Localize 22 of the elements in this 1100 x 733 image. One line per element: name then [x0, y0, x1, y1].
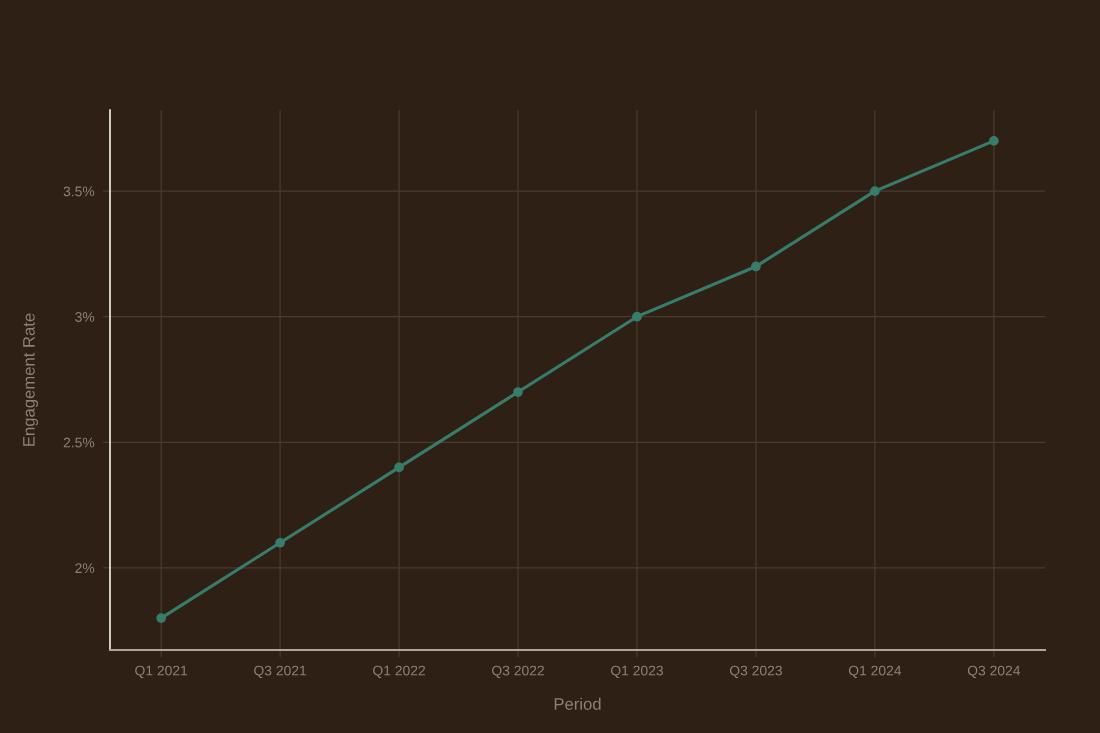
- x-tick-label: Q3 2023: [729, 665, 782, 678]
- point: [394, 462, 404, 473]
- point: [275, 537, 285, 548]
- point: [751, 261, 761, 272]
- point: [988, 136, 999, 146]
- x-tick-label: Q3 2024: [967, 665, 1021, 678]
- point: [632, 311, 642, 322]
- y-tick-label: 2%: [75, 563, 95, 573]
- y-axis-title: Engagement Rate: [23, 313, 39, 446]
- x-tick-label: Q1 2022: [373, 665, 426, 678]
- x-tick-label: Q3 2022: [492, 665, 544, 678]
- x-tick-label: Q1 2021: [135, 665, 188, 678]
- x-tick-label: Q1 2024: [848, 665, 902, 678]
- y-tick-label: 3.5%: [63, 186, 95, 197]
- y-tick-label: 2.5%: [63, 437, 95, 448]
- x-tick-label: Q3 2021: [254, 665, 307, 678]
- point: [870, 186, 880, 196]
- x-axis-title: Period: [554, 697, 601, 710]
- y-tick-label: 3%: [75, 312, 95, 322]
- x-tick-label: Q1 2023: [611, 665, 664, 678]
- point: [156, 613, 167, 623]
- point: [513, 387, 523, 397]
